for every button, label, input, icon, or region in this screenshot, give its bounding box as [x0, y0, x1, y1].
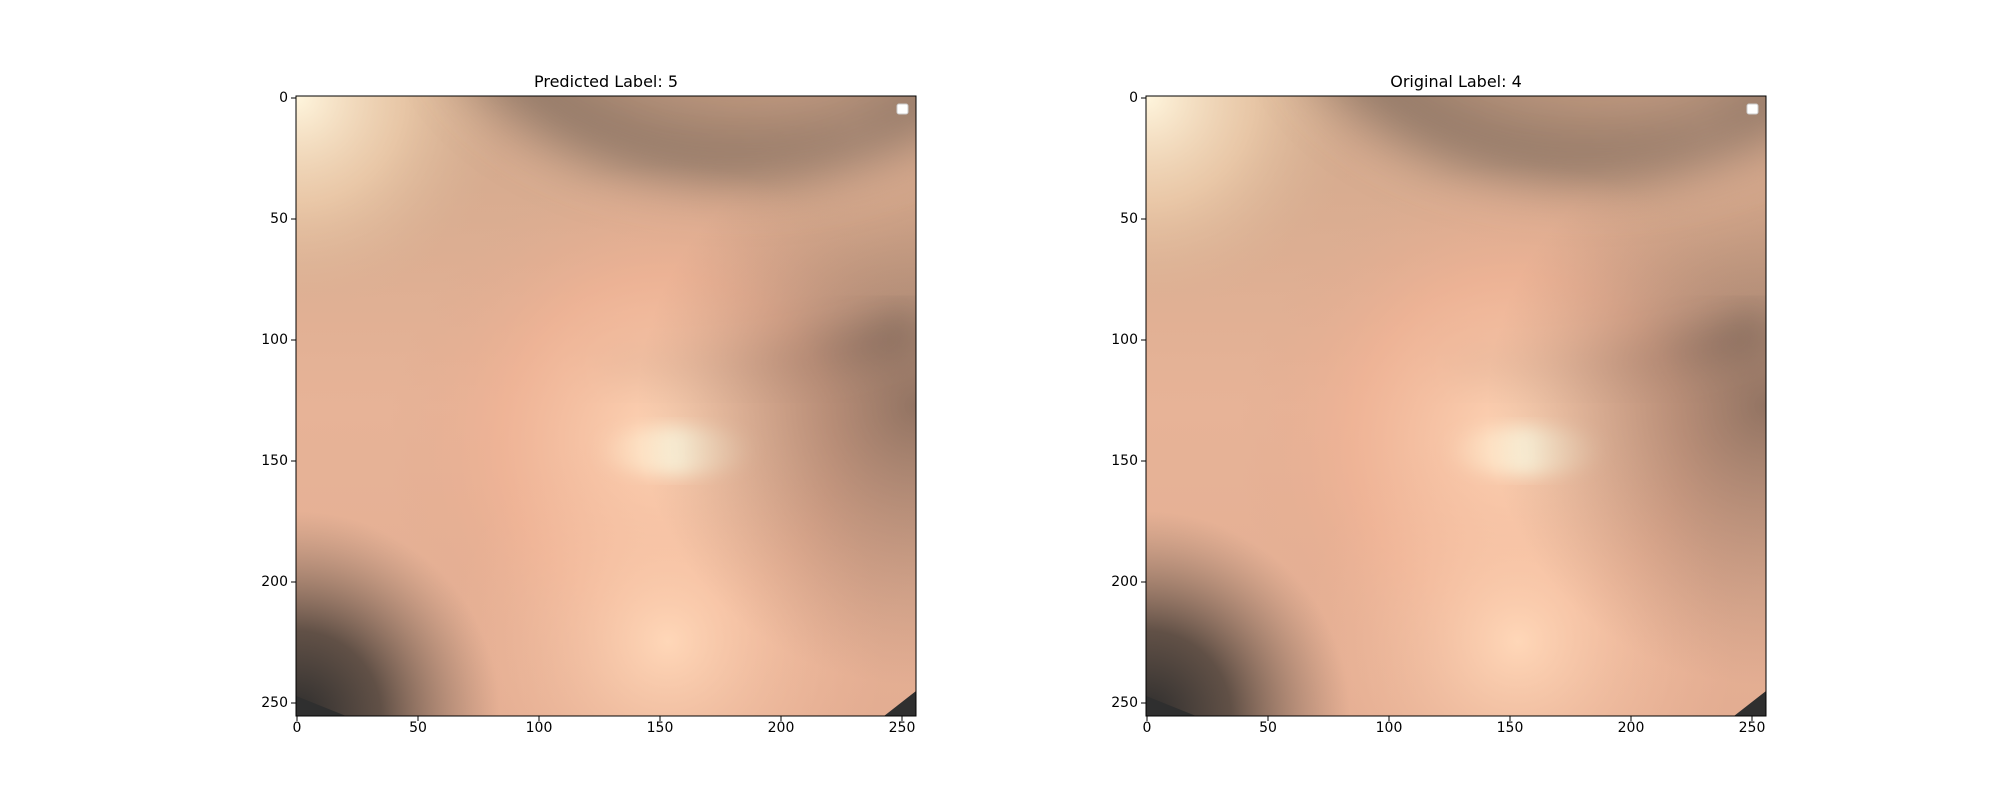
legend-box — [896, 103, 909, 115]
image-panel-predicted — [295, 95, 917, 717]
tick-marks — [291, 97, 1753, 721]
legend-box — [1746, 103, 1759, 115]
image-panel-original — [1145, 95, 1767, 717]
